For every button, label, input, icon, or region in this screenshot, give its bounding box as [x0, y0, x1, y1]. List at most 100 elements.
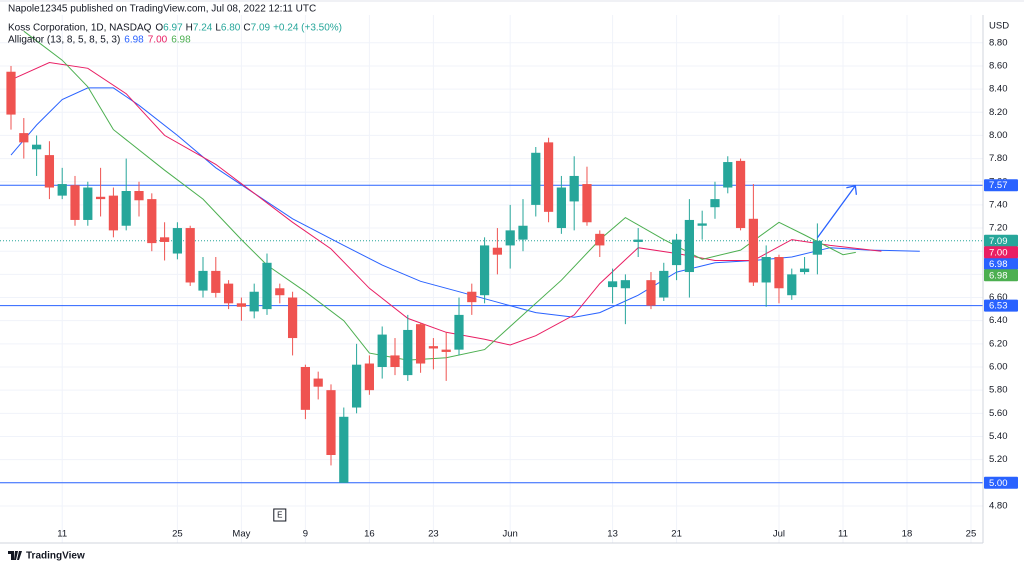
candle-body — [287, 297, 298, 339]
candle-body — [172, 228, 183, 254]
y-tick-label: 5.40 — [989, 431, 1008, 442]
candle-body — [582, 184, 592, 223]
x-tick-label: 9 — [303, 529, 308, 540]
x-tick-label: 16 — [364, 529, 375, 540]
candle-body — [377, 334, 387, 367]
x-tick-label: Jun — [503, 529, 518, 540]
grid — [0, 15, 983, 543]
candle-body — [620, 280, 630, 289]
x-tick-label: 11 — [57, 529, 67, 540]
x-tick-label: 25 — [172, 529, 183, 540]
indicator-value: 6.98 — [124, 35, 144, 46]
x-tick-label: Jul — [773, 529, 785, 540]
candle-body — [761, 257, 771, 283]
ohlc-value: 7.09 — [251, 23, 271, 34]
candle-body — [543, 142, 554, 212]
y-tick-label: 7.40 — [989, 199, 1008, 210]
trend-arrow — [816, 184, 858, 239]
price-badge-label: 6.98 — [989, 270, 1008, 281]
y-tick-label: 8.60 — [989, 60, 1008, 71]
candle-body — [83, 187, 93, 220]
candle-body — [467, 291, 477, 303]
x-tick-label: 21 — [671, 529, 682, 540]
y-tick-label: 6.40 — [989, 315, 1008, 326]
price-badge — [984, 299, 1018, 312]
y-tick-label: 8.00 — [989, 130, 1008, 141]
y-tick-label: 4.80 — [989, 500, 1008, 511]
ohlc-key: L — [215, 23, 221, 34]
currency: USD — [989, 21, 1009, 32]
candle-body — [390, 355, 400, 367]
logo: TradingView — [8, 551, 85, 562]
event-marker — [273, 508, 287, 522]
y-tick-label: 6.00 — [989, 362, 1008, 373]
indicator-value: 6.98 — [171, 35, 191, 46]
candle-body — [198, 270, 208, 291]
price-badge — [984, 476, 1018, 489]
candle-body — [300, 367, 311, 410]
symbol-title: Koss Corporation, 1D, NASDAQ — [8, 23, 152, 34]
candle-body — [108, 195, 119, 231]
indicator-label: Alligator (13, 8, 5, 8, 5, 3) — [8, 35, 120, 46]
x-tick-label: 13 — [607, 529, 618, 540]
price-badge — [984, 234, 1018, 247]
price-badge — [984, 179, 1018, 192]
price-change: +0.24 (+3.50%) — [273, 23, 342, 34]
candle-body — [479, 245, 490, 296]
x-tick-label: 23 — [428, 529, 439, 540]
ohlc-value: 6.97 — [163, 23, 183, 34]
candle-body — [569, 175, 579, 202]
candle-body — [147, 199, 157, 244]
price-badge-label: 7.57 — [989, 180, 1008, 191]
logo-icon — [8, 551, 22, 560]
candle-body — [697, 223, 707, 226]
price-badge-label: 7.09 — [989, 236, 1008, 247]
y-tick-label: 5.80 — [989, 385, 1008, 396]
x-tick-label: 25 — [966, 529, 977, 540]
candle-body — [748, 218, 758, 283]
ohlc-key: H — [186, 23, 193, 34]
candle-body — [223, 283, 234, 304]
ohlc-value: 6.80 — [221, 23, 241, 34]
candle-body — [684, 219, 694, 273]
candle-body — [659, 270, 669, 298]
candle-body — [723, 162, 733, 188]
candle-body — [211, 270, 221, 293]
candle-body — [44, 155, 55, 188]
y-tick-label: 6.60 — [989, 292, 1008, 303]
price-badge — [984, 269, 1018, 282]
candle-body — [774, 257, 784, 289]
candle-body — [313, 378, 323, 387]
y-tick-label: 6.20 — [989, 338, 1008, 349]
indicator-values: 6.98 7.00 6.98 — [124, 35, 191, 46]
candle-body — [428, 346, 438, 349]
y-tick-label: 8.40 — [989, 84, 1008, 95]
candle-body — [595, 233, 605, 246]
ohlc-value: 7.24 — [193, 23, 213, 34]
y-tick-label: 8.80 — [989, 37, 1008, 48]
candle-body — [6, 71, 16, 115]
candle-body — [735, 160, 746, 229]
candle-body — [185, 228, 195, 283]
candle-body — [236, 303, 247, 307]
candle-body — [454, 314, 464, 350]
logo-text: TradingView — [26, 551, 85, 562]
price-badge — [984, 257, 1018, 270]
candle-body — [787, 274, 797, 296]
candle-body — [31, 144, 42, 150]
candle-body — [633, 239, 643, 242]
candle-body — [19, 133, 29, 143]
candle-body — [671, 239, 682, 266]
x-tick-label: 18 — [902, 529, 913, 540]
candle-body — [70, 185, 80, 220]
candle-body — [607, 281, 618, 288]
candle-body — [556, 187, 566, 229]
ohlc-key: C — [243, 23, 250, 34]
y-tick-label: 7.20 — [989, 223, 1008, 234]
candle-body — [121, 191, 131, 226]
candle-body — [505, 230, 515, 246]
ohlc-legend: O 6.97 H 7.24 L 6.80 C 7.09 +0.24 (+3.50%) — [155, 23, 342, 34]
price-badge-label: 6.98 — [989, 259, 1008, 270]
candle-body — [531, 152, 541, 205]
